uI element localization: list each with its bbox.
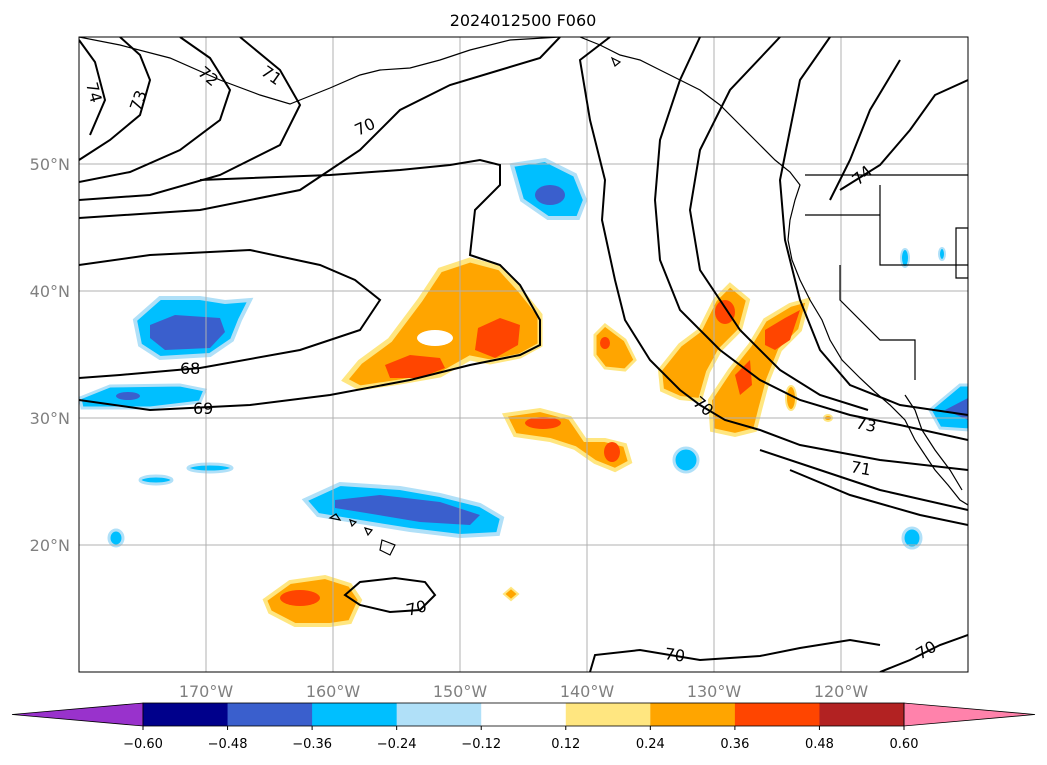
hawaii-islands — [328, 513, 396, 556]
negative-anomaly-patch — [107, 528, 125, 548]
contour-label: 69 — [193, 399, 213, 418]
negative-anomaly-patch — [901, 526, 923, 550]
colorbar-segment — [396, 703, 482, 726]
contour-73-east — [778, 37, 968, 416]
map-area: 74 73 72 71 70 68 69 70 70 73 71 70 70 7… — [79, 37, 968, 672]
positive-anomaly-patch — [593, 323, 637, 372]
state-borders — [805, 185, 968, 380]
contour-label: 71 — [849, 457, 872, 479]
colorbar-tick-label: −0.48 — [208, 737, 248, 752]
negative-anomaly-patch — [186, 462, 234, 474]
colorbar-tick-label: −0.36 — [292, 737, 332, 752]
positive-anomaly-core — [385, 355, 445, 378]
contour-label: 68 — [180, 359, 200, 378]
colorbar-tick-label: 0.12 — [551, 737, 580, 752]
colorbar-tick-label: 0.36 — [720, 737, 749, 752]
contour-label: 70 — [663, 644, 686, 666]
lat-label: 30°N — [30, 409, 70, 428]
positive-anomaly-core — [735, 360, 752, 395]
colorbar-tick-label: 0.48 — [805, 737, 834, 752]
contour-70-north — [79, 37, 561, 219]
contour-70-bottom-right — [879, 634, 968, 672]
negative-anomaly-patch — [938, 247, 946, 261]
contour-69-68-trough — [79, 248, 382, 379]
contour-72 — [79, 37, 232, 183]
contour-label: 70 — [404, 596, 429, 620]
pacific-nw-coastline — [579, 37, 926, 456]
contour-70-closed — [343, 576, 437, 614]
contour-70-east-lower — [789, 469, 968, 526]
lon-label: 150°W — [433, 682, 488, 701]
contour-70-ridge — [578, 37, 968, 471]
contour-lines — [79, 37, 968, 672]
colorbar-segment — [734, 703, 820, 726]
positive-anomaly-patch — [502, 586, 520, 602]
contour-71-east-lower — [759, 449, 968, 511]
contour-71-east — [839, 79, 968, 191]
positive-anomaly-core — [715, 300, 735, 324]
map-frame — [78, 36, 969, 673]
positive-anomaly-core — [765, 310, 800, 350]
lat-label: 20°N — [30, 536, 70, 555]
contour-71 — [79, 37, 302, 201]
colorbar-segment — [650, 703, 736, 726]
island-marker — [610, 56, 622, 67]
contour-70-bottom — [589, 638, 881, 672]
lon-label: 140°W — [560, 682, 615, 701]
contour-72-east — [829, 59, 901, 201]
negative-anomaly-core — [535, 185, 565, 205]
colorbar-tick-label: 0.24 — [636, 737, 665, 752]
negative-anomaly-patch — [672, 446, 700, 474]
negative-anomaly-patch — [138, 474, 174, 486]
colorbar-segment — [481, 703, 567, 726]
anomaly-hole — [417, 330, 453, 346]
negative-anomaly-patch — [900, 248, 910, 268]
state-borders — [955, 227, 968, 279]
colorbar-segment — [565, 703, 651, 726]
contour-inner-2 — [688, 37, 869, 411]
colorbar-segment — [312, 703, 398, 726]
lat-label: 50°N — [30, 155, 70, 174]
contour-73 — [79, 37, 152, 161]
lon-label: 160°W — [306, 682, 361, 701]
negative-anomaly-core — [116, 392, 140, 400]
colorbar-segment — [819, 703, 905, 726]
colorbar-extend-max — [903, 702, 1036, 727]
latitude-labels: 50°N 40°N 30°N 20°N — [30, 155, 70, 555]
negative-anomaly-patch — [928, 383, 968, 432]
colorbar-tick-label: −0.12 — [461, 737, 501, 752]
colorbar-frame — [142, 702, 905, 727]
alaska-coastline — [79, 37, 561, 105]
contour-label: 74 — [82, 80, 106, 105]
lon-label: 120°W — [814, 682, 869, 701]
colorbar-segment — [143, 703, 229, 726]
figure-title: 2024012500 F060 — [450, 11, 597, 30]
negative-anomaly-patch — [79, 383, 208, 410]
colorbar-tick-label: −0.24 — [377, 737, 417, 752]
colorbar-tick-label: 0.60 — [890, 737, 919, 752]
colorbar: −0.60 −0.48 −0.36 −0.24 −0.12 0.12 0.24 0.36 0.4… — [11, 702, 1036, 752]
contour-label: 73 — [854, 413, 878, 436]
colorbar-tick-label: −0.60 — [123, 737, 163, 752]
positive-anomaly-core — [280, 590, 320, 606]
longitude-labels: 170°W 160°W 150°W 140°W 130°W 120°W — [179, 682, 869, 701]
lat-label: 40°N — [30, 282, 70, 301]
colorbar-segment — [227, 703, 313, 726]
contour-69 — [79, 158, 541, 412]
coastlines — [79, 37, 968, 556]
anomaly-shading — [79, 157, 968, 627]
lon-label: 170°W — [179, 682, 234, 701]
positive-anomaly-core — [604, 442, 620, 462]
contour-inner-1 — [653, 37, 968, 441]
contour-74-west — [79, 39, 107, 136]
positive-anomaly-core — [475, 318, 520, 358]
lon-label: 130°W — [687, 682, 742, 701]
positive-anomaly-core — [525, 417, 561, 429]
colorbar-extend-min — [11, 702, 144, 727]
positive-anomaly-core — [600, 337, 610, 349]
negative-anomaly-core — [335, 495, 480, 525]
